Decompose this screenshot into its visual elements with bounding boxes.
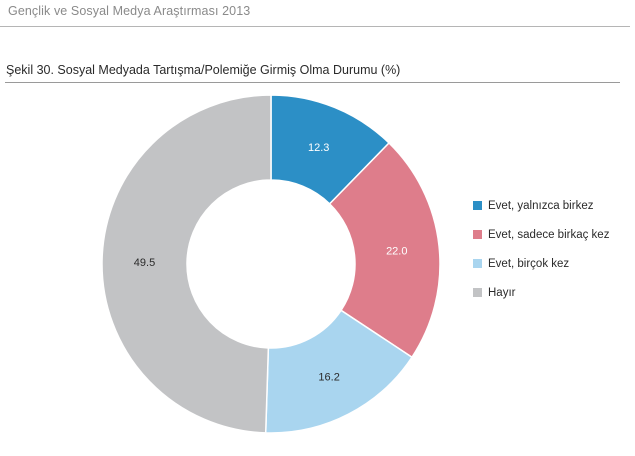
donut-slice-evet-sadece-birkac-kez <box>328 141 441 359</box>
data-label-evet-bircok-kez: 16.2 <box>318 371 339 383</box>
legend-label: Hayır <box>488 286 516 299</box>
legend-swatch <box>473 230 482 239</box>
legend-swatch <box>473 201 482 210</box>
data-label-hayir: 49.5 <box>134 257 155 269</box>
donut-slice-hayir <box>101 94 272 434</box>
chart-legend: Evet, yalnızca birkez Evet, sadece birkaç… <box>473 191 609 307</box>
report-header: Gençlik ve Sosyal Medya Araştırması 2013 <box>8 4 251 18</box>
legend-item-hayir: Hayır <box>473 278 609 307</box>
legend-item-evet-yalnizca-birkez: Evet, yalnızca birkez <box>473 191 609 220</box>
data-label-evet-yalnizca-birkez: 12.3 <box>308 142 329 154</box>
legend-label: Evet, sadece birkaç kez <box>488 228 610 241</box>
legend-label: Evet, yalnızca birkez <box>488 199 594 212</box>
header-divider <box>0 26 630 27</box>
title-divider <box>5 82 620 83</box>
legend-swatch <box>473 288 482 297</box>
legend-label: Evet, birçok kez <box>488 257 570 270</box>
data-label-evet-sadece-birkac-kez: 22.0 <box>386 246 407 258</box>
legend-item-evet-bircok-kez: Evet, birçok kez <box>473 249 609 278</box>
legend-swatch <box>473 259 482 268</box>
chart-title: Şekil 30. Sosyal Medyada Tartışma/Polemi… <box>6 63 401 77</box>
legend-item-evet-sadece-birkac-kez: Evet, sadece birkaç kez <box>473 220 609 249</box>
